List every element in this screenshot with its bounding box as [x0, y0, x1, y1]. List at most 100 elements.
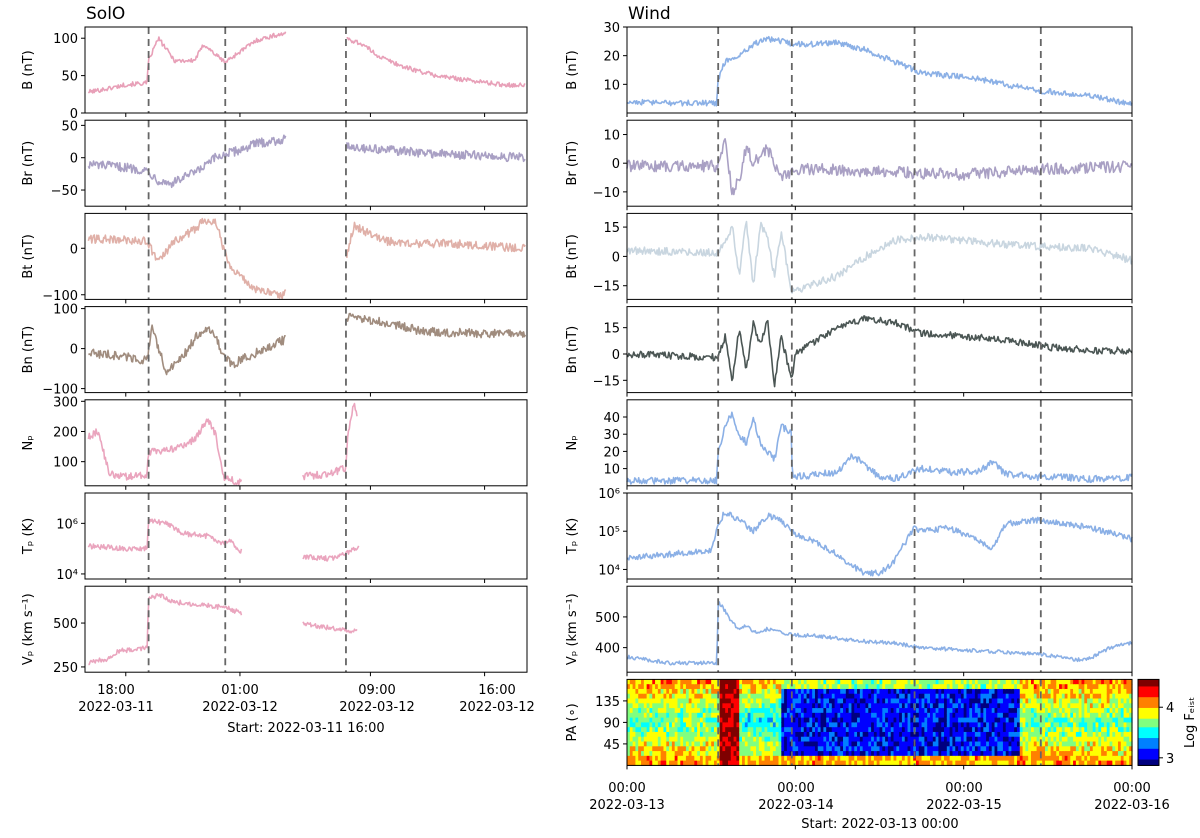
- pa-heatmap-cell: [649, 722, 653, 728]
- pa-heatmap-cell: [739, 712, 743, 719]
- pa-heatmap-cell: [655, 712, 659, 719]
- pa-heatmap-cell: [722, 746, 726, 752]
- pa-heatmap-cell: [1025, 727, 1029, 733]
- pa-heatmap-cell: [1123, 693, 1127, 700]
- pa-heatmap-cell: [798, 703, 802, 709]
- pa-heatmap-cell: [806, 708, 810, 714]
- pa-heatmap-cell: [980, 722, 984, 728]
- pa-heatmap-cell: [1117, 684, 1122, 690]
- pa-heatmap-cell: [1047, 755, 1052, 762]
- pa-heatmap-cell: [711, 736, 715, 743]
- pa-heatmap-cell: [806, 746, 810, 752]
- pa-heatmap-cell: [803, 688, 808, 695]
- pa-heatmap-cell: [1002, 731, 1007, 738]
- pa-heatmap-cell: [1016, 679, 1021, 685]
- pa-heatmap-cell: [845, 741, 850, 747]
- pa-heatmap-cell: [657, 751, 662, 757]
- pa-heatmap-cell: [697, 679, 701, 685]
- pa-heatmap-cell: [1033, 727, 1038, 733]
- pa-heatmap-cell: [798, 693, 802, 700]
- pa-heatmap-cell: [1002, 688, 1007, 695]
- pa-heatmap-cell: [786, 693, 791, 700]
- pa-heatmap-cell: [711, 698, 715, 704]
- wind-ylabel-7: Vₚ (km s⁻¹): [565, 593, 580, 665]
- pa-heatmap-cell: [893, 684, 897, 690]
- pa-heatmap-cell: [795, 698, 799, 704]
- pa-heatmap-cell: [753, 731, 757, 738]
- pa-heatmap-cell: [986, 736, 990, 743]
- pa-heatmap-cell: [638, 708, 642, 714]
- pa-heatmap-cell: [817, 684, 822, 690]
- pa-heatmap-cell: [1005, 698, 1010, 704]
- pa-heatmap-cell: [699, 741, 704, 747]
- pa-heatmap-cell: [823, 727, 827, 733]
- pa-heatmap-cell: [899, 741, 903, 747]
- pa-heatmap-cell: [814, 688, 819, 695]
- pa-heatmap-cell: [725, 736, 729, 743]
- pa-heatmap-cell: [635, 717, 639, 723]
- pa-heatmap-cell: [688, 755, 693, 762]
- pa-heatmap-cell: [1089, 722, 1094, 728]
- pa-heatmap-cell: [770, 755, 774, 762]
- pa-heatmap-cell: [733, 703, 738, 709]
- pa-heatmap-cell: [1028, 760, 1032, 766]
- pa-heatmap-cell: [795, 755, 799, 762]
- pa-heatmap-cell: [1050, 712, 1055, 719]
- pa-heatmap-cell: [795, 760, 799, 766]
- pa-heatmap-cell: [736, 741, 740, 747]
- colorbar-label: Log Fₑᵢₛₜ: [1183, 697, 1198, 748]
- pa-heatmap-cell: [963, 684, 968, 690]
- pa-heatmap-cell: [1101, 741, 1105, 747]
- pa-heatmap-cell: [927, 717, 931, 723]
- pa-heatmap-cell: [955, 693, 959, 700]
- pa-heatmap-cell: [986, 712, 990, 719]
- pa-heatmap-cell: [1045, 755, 1049, 762]
- pa-heatmap-cell: [641, 727, 645, 733]
- pa-heatmap-cell: [764, 684, 768, 690]
- pa-heatmap-cell: [789, 760, 794, 766]
- pa-heatmap-cell: [834, 736, 839, 743]
- pa-heatmap-cell: [669, 698, 673, 704]
- pa-heatmap-cell: [1042, 717, 1046, 723]
- pa-heatmap-cell: [1089, 727, 1094, 733]
- pa-heatmap-cell: [862, 751, 867, 757]
- pa-heatmap-cell: [1103, 751, 1108, 757]
- pa-heatmap-cell: [1059, 751, 1063, 757]
- pa-heatmap-cell: [694, 731, 698, 738]
- pa-heatmap-cell: [876, 760, 881, 766]
- pa-heatmap-cell: [1053, 717, 1057, 723]
- pa-heatmap-cell: [711, 703, 715, 709]
- pa-heatmap-cell: [744, 746, 749, 752]
- pa-heatmap-cell: [938, 708, 942, 714]
- pa-heatmap-cell: [702, 760, 707, 766]
- wind-series-line-6: [626, 511, 1133, 577]
- pa-heatmap-cell: [1042, 703, 1046, 709]
- pa-heatmap-cell: [697, 703, 701, 709]
- y-tick-label: 100: [53, 456, 78, 471]
- colorbar-segment: [1138, 696, 1159, 700]
- pa-heatmap-cell: [772, 703, 777, 709]
- pa-heatmap-cell: [1126, 755, 1130, 762]
- pa-heatmap-cell: [1008, 760, 1012, 766]
- pa-heatmap-cell: [994, 755, 998, 762]
- pa-heatmap-cell: [708, 751, 712, 757]
- pa-heatmap-cell: [775, 693, 780, 700]
- pa-heatmap-cell: [1061, 760, 1066, 766]
- pa-heatmap-cell: [1117, 717, 1122, 723]
- pa-heatmap-cell: [629, 741, 634, 747]
- pa-heatmap-cell: [960, 717, 965, 723]
- pa-heatmap-cell: [983, 688, 987, 695]
- pa-heatmap-cell: [826, 708, 830, 714]
- pa-heatmap-cell: [1070, 751, 1074, 757]
- pa-heatmap-cell: [1039, 755, 1043, 762]
- pa-heatmap-cell: [705, 741, 709, 747]
- pa-heatmap-cell: [882, 717, 886, 723]
- y-tick-label: −50: [51, 184, 78, 199]
- pa-heatmap-cell: [792, 679, 796, 685]
- pa-heatmap-cell: [1019, 684, 1024, 690]
- pa-heatmap-cell: [702, 708, 707, 714]
- pa-heatmap-cell: [1047, 741, 1052, 747]
- pa-heatmap-cell: [671, 746, 676, 752]
